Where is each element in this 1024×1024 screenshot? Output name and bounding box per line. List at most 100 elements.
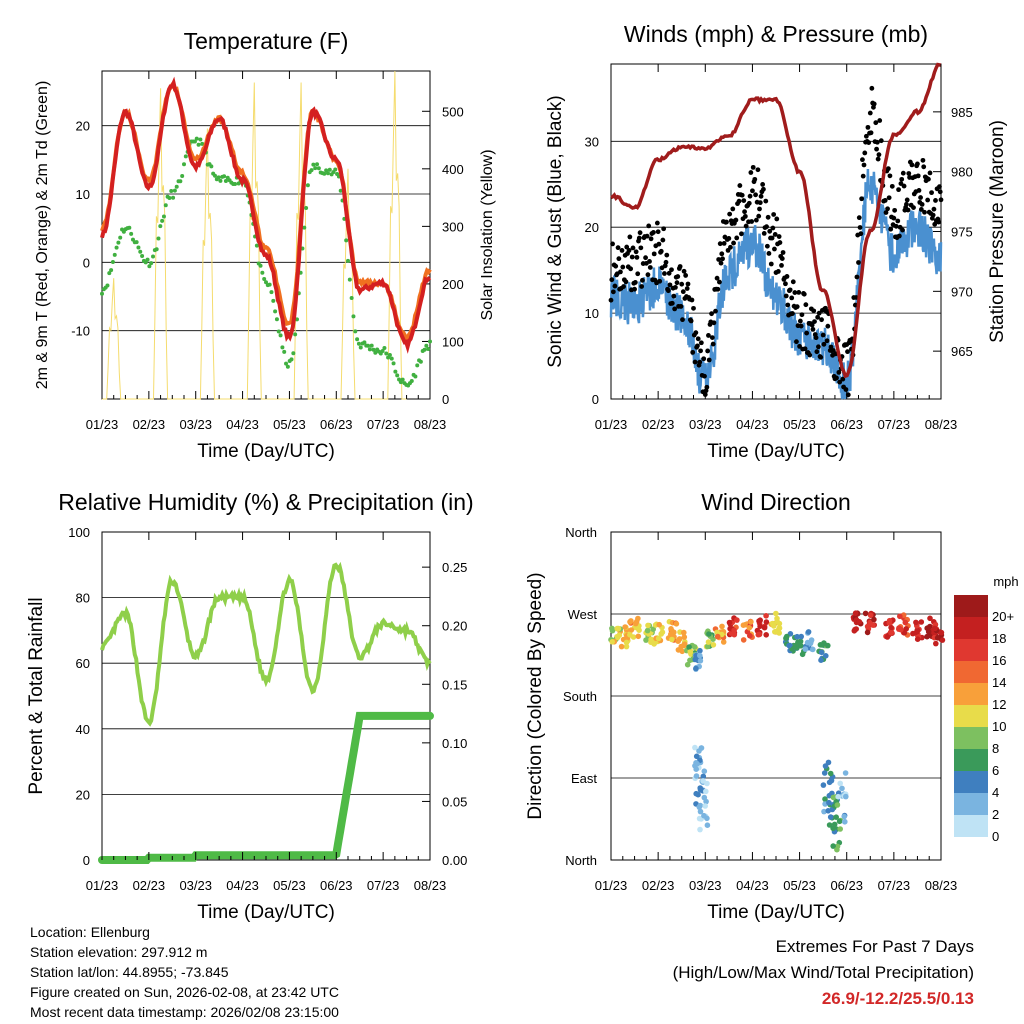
temperature-point-td	[393, 369, 398, 374]
wind-direction-point	[719, 623, 725, 630]
wind-direction-point	[714, 629, 720, 636]
winds-y2tick-label: 975	[951, 225, 973, 240]
winds-point-gust	[634, 254, 640, 260]
winds-point-gust	[743, 223, 749, 229]
wind-direction-point	[686, 644, 692, 650]
winds-point-gust	[811, 308, 817, 314]
wind-direction-point	[710, 642, 717, 648]
winds-point-gust	[932, 221, 938, 227]
winds-point-gust	[936, 219, 942, 225]
temperature-point-td	[311, 162, 316, 167]
colorbar-title: mph	[993, 574, 1018, 589]
winds-point-gust	[753, 217, 759, 223]
winds-series-wind	[609, 168, 943, 400]
wind-direction-point	[784, 633, 790, 640]
temperature-y2label: Solar Insolation (Yellow)	[479, 149, 496, 320]
wind-direction-point	[692, 744, 698, 751]
temperature-point-td	[366, 343, 371, 348]
temperature-point-td	[294, 317, 299, 322]
winds-point-gust	[651, 230, 656, 235]
colorbar-tick-label: 8	[992, 741, 999, 756]
winds-point-gust	[705, 348, 711, 354]
winds-y2tick-label: 985	[951, 105, 973, 120]
winds-point-gust	[893, 223, 899, 229]
temperature-point-td	[274, 317, 279, 322]
winds-point-gust	[889, 183, 895, 189]
winds-ytick-label: 0	[592, 392, 599, 407]
winds-point-gust	[797, 318, 803, 324]
temperature-point-td	[100, 291, 104, 296]
temperature-y2tick-label: 200	[442, 277, 464, 292]
winds-point-gust	[612, 283, 618, 289]
winds-point-gust	[713, 308, 718, 314]
winds-point-gust	[648, 236, 654, 242]
wind-direction-point	[627, 632, 633, 638]
winds-point-gust	[633, 249, 639, 255]
wind_direction-xtick-label: 08/23	[925, 878, 958, 893]
winds-point-gust	[716, 257, 722, 262]
temperature-point-td	[313, 166, 318, 171]
wind-direction-point	[691, 644, 698, 650]
winds-point-gust	[640, 277, 645, 283]
temperature-point-td	[333, 167, 338, 172]
wind-direction-point	[822, 763, 829, 769]
winds-point-gust	[856, 260, 861, 265]
winds-ytick-label: 20	[585, 220, 599, 235]
winds-point-gust	[673, 284, 678, 290]
temperature-point-td	[413, 374, 418, 379]
humidity-xtick-label: 02/23	[133, 878, 166, 893]
wind-direction-point	[697, 808, 704, 815]
temperature-y2tick-label: 500	[442, 104, 464, 119]
temperature-point-td	[367, 347, 372, 352]
wind-direction-point	[705, 639, 712, 645]
wind-direction-point	[871, 616, 877, 623]
wind-direction-point	[763, 619, 770, 625]
wind-direction-point	[884, 634, 891, 640]
temperature-series-9m	[100, 82, 432, 343]
winds-point-gust	[721, 240, 727, 246]
wind_direction-xlabel: Time (Day/UTC)	[707, 902, 845, 923]
temperature-point-td	[183, 154, 188, 159]
winds-point-gust	[931, 206, 937, 212]
wind-direction-point	[706, 631, 712, 637]
wind-direction-point	[697, 652, 703, 659]
temperature-xtick-label: 06/23	[320, 417, 353, 432]
winds-point-gust	[876, 152, 882, 158]
winds-xtick-label: 08/23	[925, 417, 958, 432]
winds-point-gust	[623, 279, 629, 285]
winds-point-gust	[674, 280, 680, 286]
temperature-point-td	[114, 245, 119, 250]
wind-direction-point	[776, 630, 782, 636]
wind-direction-point	[910, 630, 916, 637]
winds-point-gust	[702, 373, 707, 379]
wind-direction-point	[897, 613, 903, 620]
winds-point-gust	[858, 231, 864, 237]
winds-point-gust	[655, 229, 661, 235]
winds-point-gust	[865, 124, 871, 130]
winds-point-gust	[621, 284, 626, 289]
wind-direction-point	[675, 647, 682, 653]
winds-point-gust	[635, 271, 641, 277]
wind-direction-point	[628, 618, 634, 624]
winds-point-gust	[904, 201, 909, 207]
wind-direction-point	[720, 639, 727, 645]
winds-point-gust	[711, 320, 717, 326]
winds-point-gust	[750, 188, 755, 194]
winds-point-gust	[757, 200, 763, 206]
wind-direction-point	[700, 778, 706, 784]
wind-direction-point	[822, 796, 828, 802]
wind-direction-point	[837, 780, 843, 787]
winds-point-gust	[885, 206, 890, 212]
winds-point-gust	[920, 157, 926, 163]
wind-direction-point	[644, 627, 651, 634]
winds-point-gust	[878, 138, 884, 144]
temperature-y2tick-label: 0	[442, 392, 449, 407]
wind-direction-point	[763, 613, 769, 619]
winds-point-gust	[646, 223, 652, 229]
temperature-point-td	[254, 243, 259, 248]
temperature-point-td	[269, 290, 274, 295]
wind-direction-point	[650, 626, 656, 632]
temperature-point-td	[160, 218, 165, 223]
wind_direction-xtick-label: 03/23	[689, 878, 722, 893]
temperature-point-td	[356, 341, 361, 346]
